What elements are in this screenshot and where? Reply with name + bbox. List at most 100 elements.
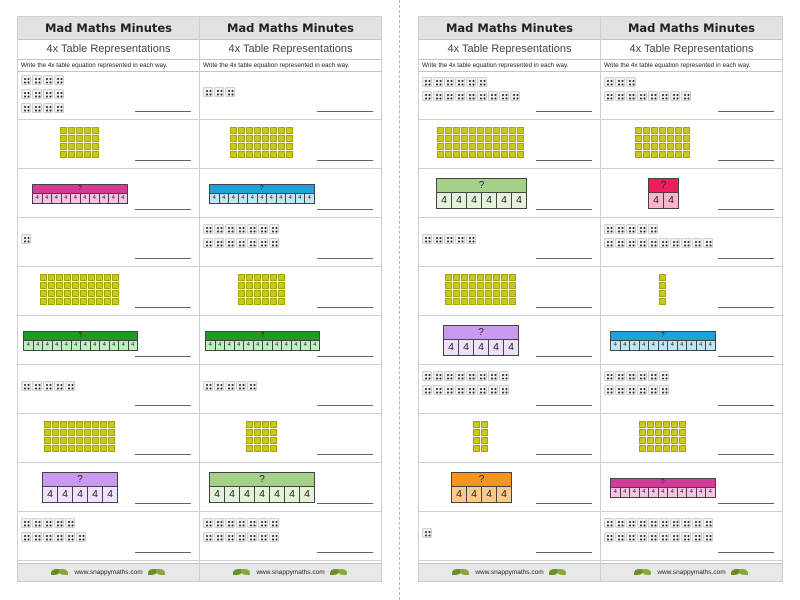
answer-line[interactable] bbox=[536, 209, 592, 210]
bar-cell-label: 4 bbox=[466, 487, 482, 503]
block-square bbox=[469, 127, 476, 134]
answer-line[interactable] bbox=[135, 454, 191, 455]
answer-line[interactable] bbox=[135, 258, 191, 259]
bar-total-label: ? bbox=[205, 331, 320, 341]
leaf-icon bbox=[233, 568, 251, 576]
bar-cell-label: 4 bbox=[663, 193, 679, 209]
block-square bbox=[108, 421, 115, 428]
answer-line[interactable] bbox=[135, 160, 191, 161]
block-square bbox=[639, 437, 646, 444]
answer-line[interactable] bbox=[135, 356, 191, 357]
answer-line[interactable] bbox=[718, 307, 774, 308]
answer-line[interactable] bbox=[718, 111, 774, 112]
block-square bbox=[60, 151, 67, 158]
dice-four-icon bbox=[466, 234, 476, 244]
block-square bbox=[679, 429, 686, 436]
block-square bbox=[469, 135, 476, 142]
block-square bbox=[675, 143, 682, 150]
answer-line[interactable] bbox=[317, 160, 373, 161]
question-row: ? 4 4 4 4 4 4 4 4 4 4 4 bbox=[601, 463, 782, 512]
block-square bbox=[84, 135, 91, 142]
answer-line[interactable] bbox=[317, 552, 373, 553]
answer-line[interactable] bbox=[536, 258, 592, 259]
bar-cell-label: 4 bbox=[299, 487, 315, 503]
answer-line[interactable] bbox=[536, 552, 592, 553]
block-square bbox=[675, 135, 682, 142]
answer-line[interactable] bbox=[718, 160, 774, 161]
block-square bbox=[509, 143, 516, 150]
answer-line[interactable] bbox=[718, 356, 774, 357]
answer-line[interactable] bbox=[718, 454, 774, 455]
answer-line[interactable] bbox=[317, 356, 373, 357]
block-square bbox=[100, 421, 107, 428]
dice-four-icon bbox=[269, 224, 279, 234]
answer-line[interactable] bbox=[536, 356, 592, 357]
block-square bbox=[40, 290, 47, 297]
answer-line[interactable] bbox=[135, 111, 191, 112]
answer-line[interactable] bbox=[536, 503, 592, 504]
answer-line[interactable] bbox=[135, 405, 191, 406]
question-row bbox=[18, 267, 199, 316]
block-square bbox=[100, 437, 107, 444]
question-row bbox=[200, 218, 381, 267]
answer-line[interactable] bbox=[718, 405, 774, 406]
block-square bbox=[683, 127, 690, 134]
answer-line[interactable] bbox=[718, 258, 774, 259]
bar-model: ? 4 4 4 4 4 4 4 4 4 4 4 bbox=[209, 184, 315, 204]
dice-four-icon bbox=[21, 381, 31, 391]
answer-line[interactable] bbox=[718, 552, 774, 553]
dice-four-icon bbox=[247, 532, 257, 542]
bar-model: ? 4 4 4 4 4 4 4 bbox=[209, 472, 315, 503]
dice-group bbox=[604, 518, 713, 528]
block-square bbox=[473, 445, 480, 452]
block-square bbox=[92, 437, 99, 444]
block-square bbox=[278, 135, 285, 142]
answer-line[interactable] bbox=[317, 111, 373, 112]
answer-line[interactable] bbox=[536, 454, 592, 455]
answer-line[interactable] bbox=[317, 209, 373, 210]
answer-line[interactable] bbox=[135, 552, 191, 553]
answer-line[interactable] bbox=[317, 503, 373, 504]
bar-total-label: ? bbox=[451, 472, 512, 487]
block-square bbox=[461, 290, 468, 297]
block-square bbox=[477, 282, 484, 289]
answer-line[interactable] bbox=[536, 307, 592, 308]
worksheet-subtitle: 4x Table Representations bbox=[200, 40, 381, 60]
dice-four-icon bbox=[422, 385, 432, 395]
dice-four-icon bbox=[455, 77, 465, 87]
block-square bbox=[88, 290, 95, 297]
block-square bbox=[96, 282, 103, 289]
block-square bbox=[501, 135, 508, 142]
block-square bbox=[445, 298, 452, 305]
block-square bbox=[437, 127, 444, 134]
dice-four-icon bbox=[247, 238, 257, 248]
answer-line[interactable] bbox=[135, 307, 191, 308]
dice-four-icon bbox=[455, 91, 465, 101]
dice-four-icon bbox=[433, 371, 443, 381]
answer-line[interactable] bbox=[317, 258, 373, 259]
answer-line[interactable] bbox=[718, 503, 774, 504]
answer-line[interactable] bbox=[536, 111, 592, 112]
block-square bbox=[68, 429, 75, 436]
block-square bbox=[635, 143, 642, 150]
block-square bbox=[485, 298, 492, 305]
block-square bbox=[509, 274, 516, 281]
block-array bbox=[60, 127, 99, 158]
dice-four-icon bbox=[203, 532, 213, 542]
answer-line[interactable] bbox=[317, 307, 373, 308]
answer-line[interactable] bbox=[135, 503, 191, 504]
dice-group bbox=[604, 238, 713, 248]
answer-line[interactable] bbox=[536, 160, 592, 161]
bar-total-label: ? bbox=[42, 472, 118, 487]
bar-cell-label: 4 bbox=[511, 193, 527, 209]
answer-line[interactable] bbox=[317, 454, 373, 455]
question-row bbox=[601, 512, 782, 561]
block-square bbox=[96, 274, 103, 281]
answer-line[interactable] bbox=[317, 405, 373, 406]
block-square bbox=[76, 135, 83, 142]
answer-line[interactable] bbox=[135, 209, 191, 210]
answer-line[interactable] bbox=[536, 405, 592, 406]
answer-line[interactable] bbox=[718, 209, 774, 210]
leaf-icon bbox=[51, 568, 69, 576]
block-square bbox=[238, 290, 245, 297]
